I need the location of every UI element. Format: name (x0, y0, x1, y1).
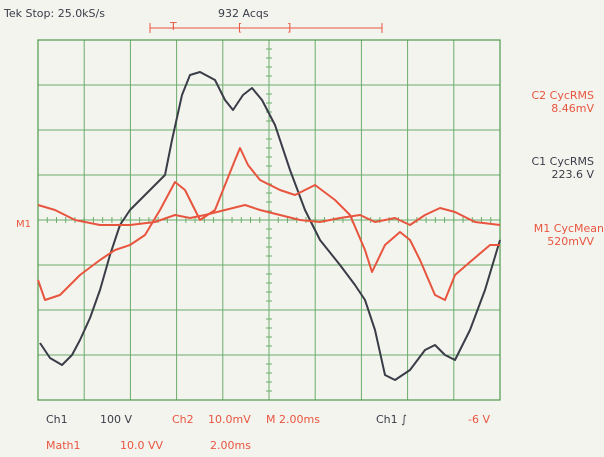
status-text: Tek Stop: 25.0kS/s (3, 7, 105, 20)
measurement-value: 8.46mV (551, 102, 594, 115)
measurement-label: C1 CycRMS (531, 155, 594, 168)
scope-screen: Tek Stop: 25.0kS/s 932 Acqs T [ ] M1 C2 … (0, 0, 604, 457)
footer-text: Math1 (46, 439, 81, 452)
footer-text: Ch1 (46, 413, 68, 426)
footer-text: 10.0mV (208, 413, 251, 426)
measurement-value: 520mVV (547, 235, 594, 248)
footer-text: -6 V (468, 413, 490, 426)
measurement-label: C2 CycRMS (531, 89, 594, 102)
window-bracket: ] (287, 21, 291, 34)
background (0, 0, 604, 457)
measurement-label: M1 CycMean (534, 222, 604, 235)
acquisitions-text: 932 Acqs (218, 7, 269, 20)
footer-text: 100 V (100, 413, 132, 426)
footer-text: Ch1 ∫ (376, 413, 407, 426)
window-bracket: [ (238, 21, 242, 34)
measurement-value: 223.6 V (551, 168, 594, 181)
footer-text: Ch2 (172, 413, 194, 426)
ground-marker: M1 (16, 219, 31, 230)
footer-text: 10.0 VV (120, 439, 164, 452)
trigger-marker: T (169, 20, 177, 33)
footer-text: M 2.00ms (266, 413, 320, 426)
footer-text: 2.00ms (210, 439, 251, 452)
